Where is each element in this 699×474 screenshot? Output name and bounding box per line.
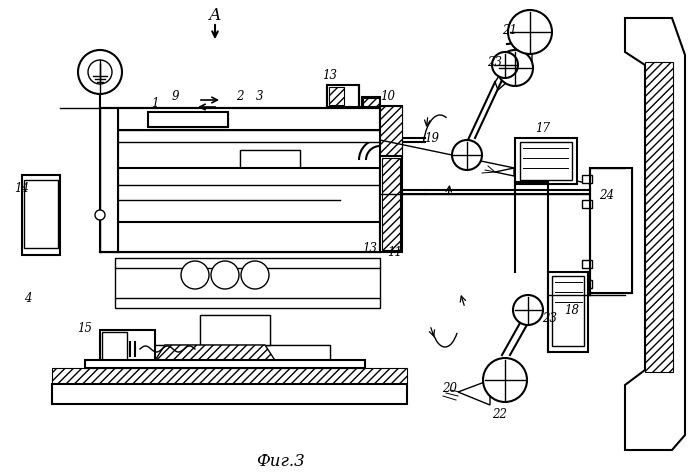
Bar <box>582 280 592 288</box>
Bar <box>382 158 400 250</box>
Polygon shape <box>458 380 490 405</box>
Bar <box>52 368 407 384</box>
Bar <box>115 130 380 142</box>
Bar <box>327 85 359 107</box>
Text: 13: 13 <box>363 241 377 255</box>
Bar <box>148 112 228 127</box>
Bar <box>363 98 379 106</box>
Circle shape <box>483 358 527 402</box>
Bar <box>240 150 300 168</box>
Bar <box>115 108 380 130</box>
Bar <box>380 106 402 156</box>
Bar <box>24 180 58 248</box>
Circle shape <box>497 50 533 86</box>
Circle shape <box>181 261 209 289</box>
Text: 9: 9 <box>171 90 179 102</box>
Circle shape <box>241 261 269 289</box>
Bar <box>52 384 407 404</box>
Text: 18: 18 <box>565 303 579 317</box>
Bar <box>100 108 118 252</box>
Bar <box>200 315 270 345</box>
Bar <box>148 112 228 127</box>
Bar <box>115 168 380 223</box>
Bar <box>200 315 270 345</box>
Bar <box>520 142 572 180</box>
Circle shape <box>513 295 543 325</box>
Bar <box>590 168 632 293</box>
Text: Фиг.3: Фиг.3 <box>256 454 304 471</box>
Bar <box>329 87 344 105</box>
Bar <box>380 156 402 252</box>
Bar <box>582 260 592 268</box>
Bar <box>515 138 577 184</box>
Text: 15: 15 <box>78 321 92 335</box>
Bar <box>240 150 300 168</box>
Text: 24: 24 <box>600 189 614 201</box>
Text: 11: 11 <box>387 246 403 258</box>
Text: 23: 23 <box>542 311 558 325</box>
Text: 13: 13 <box>322 69 338 82</box>
Text: 4: 4 <box>24 292 31 304</box>
Polygon shape <box>495 168 514 176</box>
Bar <box>552 276 584 346</box>
Bar <box>582 200 592 208</box>
Text: 22: 22 <box>493 409 507 421</box>
Text: 2: 2 <box>236 90 244 102</box>
Bar <box>380 106 402 156</box>
Circle shape <box>452 140 482 170</box>
Bar <box>102 332 127 360</box>
Text: 20: 20 <box>442 382 458 394</box>
Bar <box>115 298 380 308</box>
Polygon shape <box>495 52 532 90</box>
Text: 21: 21 <box>503 24 517 36</box>
Circle shape <box>492 52 518 78</box>
Polygon shape <box>625 18 685 450</box>
Text: 1: 1 <box>151 97 159 109</box>
Bar <box>120 345 330 360</box>
Bar <box>645 62 673 372</box>
Text: 17: 17 <box>535 121 551 135</box>
Bar <box>100 108 118 252</box>
Text: А: А <box>209 7 222 24</box>
Bar <box>115 258 380 268</box>
Polygon shape <box>150 345 280 368</box>
Bar <box>85 360 365 368</box>
Circle shape <box>211 261 239 289</box>
Text: 23: 23 <box>487 55 503 69</box>
Bar <box>115 222 380 252</box>
Bar <box>548 272 588 352</box>
Text: 14: 14 <box>15 182 29 194</box>
Circle shape <box>95 210 105 220</box>
Bar <box>115 108 380 130</box>
Bar <box>120 345 330 360</box>
Bar <box>362 97 380 107</box>
Bar <box>582 175 592 183</box>
Text: 19: 19 <box>424 131 440 145</box>
Bar <box>590 168 632 293</box>
Bar <box>115 222 380 252</box>
Circle shape <box>88 60 112 84</box>
Text: 3: 3 <box>257 90 264 102</box>
Circle shape <box>78 50 122 94</box>
Circle shape <box>508 10 552 54</box>
Bar <box>22 175 60 255</box>
Bar <box>100 330 155 362</box>
Text: 10: 10 <box>380 90 396 102</box>
